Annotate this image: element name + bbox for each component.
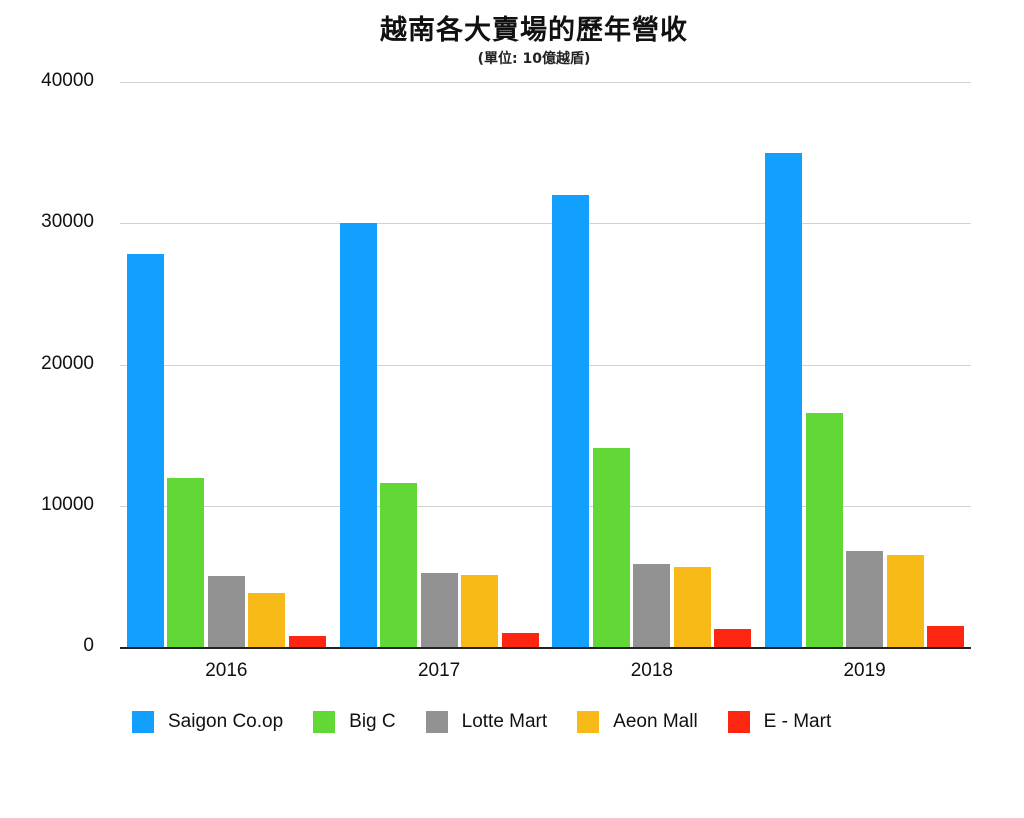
bar-saigon-co-op-2018[interactable]	[552, 195, 590, 647]
gridline	[120, 364, 971, 366]
gridline	[120, 82, 971, 83]
plot-area	[120, 82, 971, 649]
x-axis-line	[120, 647, 971, 649]
bar-lotte-mart-2017[interactable]	[420, 572, 458, 647]
chart-title: 越南各大賣場的歷年營收	[380, 15, 688, 46]
bar-saigon-co-op-2016[interactable]	[126, 254, 164, 647]
y-tick-label: 0	[83, 635, 94, 656]
gridline	[120, 223, 971, 225]
legend: Saigon Co.op Big C Lotte Mart Aeon Mall E - …	[132, 711, 861, 733]
y-tick-label: 40000	[41, 70, 94, 91]
x-tick-label: 2017	[417, 660, 461, 681]
bar-e-mart-2018[interactable]	[714, 629, 752, 647]
x-tick-label: 2019	[843, 660, 886, 681]
bar-aeon-mall-2019[interactable]	[886, 555, 924, 647]
bar-saigon-co-op-2019[interactable]	[765, 152, 803, 647]
gridline	[120, 505, 971, 507]
bar-group-2018	[546, 82, 759, 647]
legend-label: Lotte Mart	[461, 711, 548, 732]
bar-big-c-2017[interactable]	[380, 483, 418, 647]
bar-lotte-mart-2019[interactable]	[846, 550, 884, 647]
y-tick-label: 30000	[41, 211, 94, 233]
x-tick-label: 2016	[205, 660, 248, 681]
legend-label: E - Mart	[763, 711, 832, 732]
legend-swatch-icon	[727, 711, 750, 733]
legend-label: Saigon Co.op	[168, 711, 284, 732]
y-tick-label: 10000	[41, 493, 94, 515]
bar-e-mart-2017[interactable]	[501, 632, 539, 647]
legend-swatch-icon	[425, 711, 448, 733]
bar-big-c-2018[interactable]	[592, 447, 630, 647]
legend-swatch-icon	[132, 711, 154, 733]
bar-group-2017	[333, 82, 546, 647]
bar-group-2016	[120, 82, 333, 647]
bar-e-mart-2016[interactable]	[288, 635, 326, 647]
legend-label: Big C	[349, 711, 396, 732]
legend-swatch-icon	[313, 711, 336, 733]
bar-big-c-2019[interactable]	[805, 412, 843, 647]
legend-label: Aeon Mall	[613, 711, 698, 732]
bar-aeon-mall-2016[interactable]	[248, 592, 286, 647]
bar-group-2019	[758, 82, 971, 647]
legend-item[interactable]: Lotte Mart	[425, 711, 548, 733]
bar-aeon-mall-2017[interactable]	[461, 574, 499, 647]
legend-item[interactable]: Aeon Mall	[577, 711, 698, 733]
chart-subtitle: (單位: 10億越盾)	[477, 51, 591, 67]
bar-lotte-mart-2018[interactable]	[633, 563, 671, 647]
legend-item[interactable]: Saigon Co.op	[132, 711, 283, 733]
bar-lotte-mart-2016[interactable]	[207, 576, 245, 647]
legend-swatch-icon	[577, 711, 600, 733]
bar-aeon-mall-2018[interactable]	[673, 566, 711, 647]
x-tick-label: 2018	[630, 660, 674, 681]
legend-item[interactable]: Big C	[313, 711, 396, 733]
bar-big-c-2016[interactable]	[167, 477, 205, 647]
bar-saigon-co-op-2017[interactable]	[339, 223, 377, 647]
y-tick-label: 20000	[41, 352, 94, 374]
legend-item[interactable]: E - Mart	[727, 711, 832, 733]
bar-e-mart-2019[interactable]	[927, 625, 965, 647]
